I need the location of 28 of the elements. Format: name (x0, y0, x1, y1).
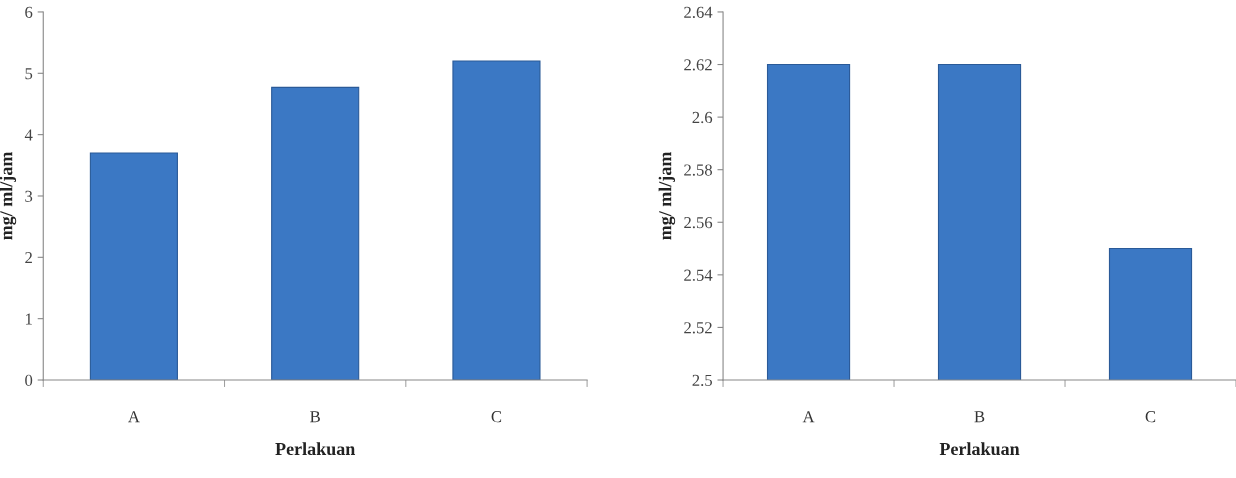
bar (452, 60, 541, 381)
x-axis-title: Perlakuan (275, 442, 356, 456)
y-axis-title: mg/ ml/jam (658, 151, 676, 240)
y-tick-label: 0 (25, 374, 33, 386)
y-tick-label: 3 (25, 190, 33, 202)
y-tick-label: 2.5 (692, 374, 712, 387)
x-tick-label: C (1145, 411, 1156, 423)
y-tick-label: 6 (25, 6, 33, 18)
x-tick-label: C (491, 411, 502, 423)
x-axis-title: Perlakuan (939, 442, 1020, 456)
y-tick-label: 2 (25, 252, 32, 264)
bar (89, 152, 178, 381)
y-tick-label: 2.62 (684, 59, 712, 71)
x-tick-label: A (128, 411, 140, 423)
y-tick-label: 2.58 (684, 164, 713, 176)
y-tick-label: 2.6 (692, 111, 713, 124)
y-tick-label: 2.56 (684, 217, 713, 229)
y-tick-label: 5 (25, 68, 33, 80)
x-tick-label: B (974, 411, 985, 423)
y-tick-label: 2.64 (684, 6, 713, 18)
bar (271, 86, 360, 381)
y-axis-title: mg/ ml/jam (0, 151, 17, 240)
y-tick-label: 4 (24, 129, 33, 141)
x-tick-label: B (310, 411, 320, 423)
y-tick-label: 1 (25, 313, 32, 325)
y-tick-label: 2.54 (684, 269, 713, 281)
x-tick-label: A (802, 411, 815, 423)
y-tick-label: 2.52 (684, 322, 712, 334)
